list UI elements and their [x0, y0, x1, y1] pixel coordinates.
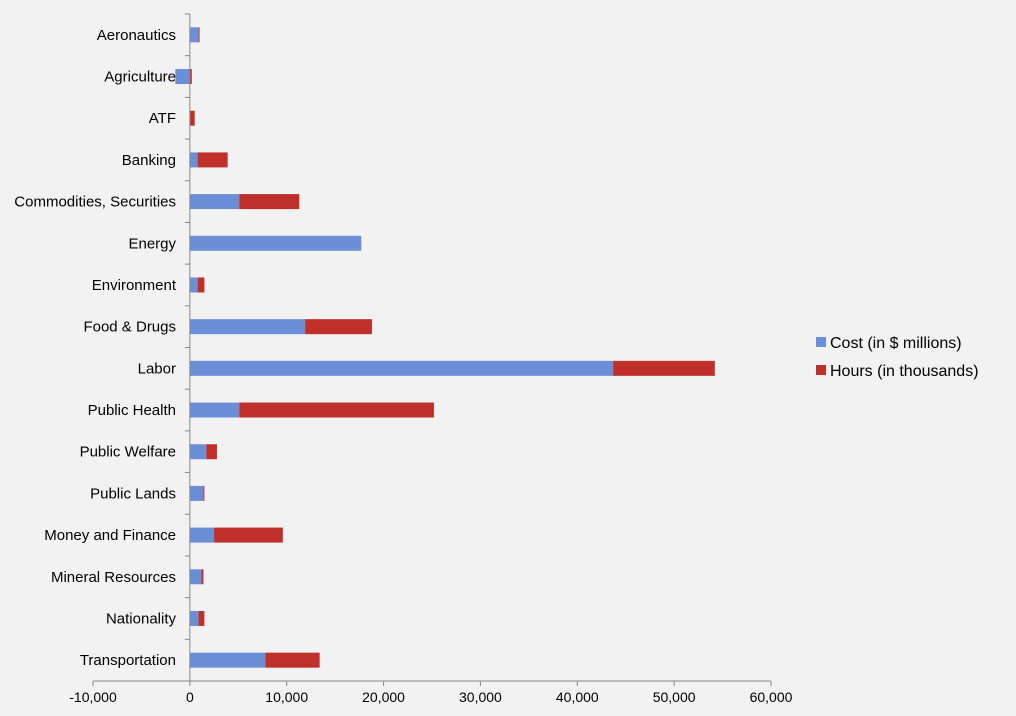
bars-layer [175, 27, 715, 668]
legend-swatch-hours [816, 365, 826, 375]
category-label: Aeronautics [97, 27, 176, 44]
bar-cost-15 [189, 652, 266, 668]
x-tick-label: 60,000 [750, 689, 793, 705]
bar-hours-0 [198, 27, 200, 43]
bar-cost-7 [189, 319, 306, 335]
category-label: Transportation [80, 652, 176, 669]
category-label: Labor [138, 360, 176, 377]
x-tick-label: 30,000 [459, 689, 502, 705]
bar-hours-10 [206, 444, 217, 460]
bar-hours-8 [613, 360, 715, 376]
bar-cost-6 [189, 277, 198, 293]
legend-label-hours: Hours (in thousands) [830, 363, 979, 380]
bar-hours-13 [201, 569, 204, 585]
bar-hours-7 [305, 319, 372, 335]
bar-cost-4 [189, 194, 240, 210]
category-label: Food & Drugs [83, 319, 176, 336]
legend-label-cost: Cost (in $ millions) [830, 335, 962, 352]
category-label: Environment [92, 277, 177, 294]
bar-hours-2 [189, 110, 195, 126]
x-tick-label: 10,000 [265, 689, 308, 705]
category-label: Public Welfare [80, 444, 176, 461]
bar-hours-6 [197, 277, 205, 293]
bar-hours-1 [189, 69, 192, 85]
bar-cost-12 [189, 527, 215, 543]
axes-layer: Aeronautics Agriculture ATF Banking Commodit… [14, 13, 793, 705]
category-label: Mineral Resources [51, 569, 176, 586]
category-label: ATF [149, 110, 176, 127]
bar-cost-0 [189, 27, 199, 43]
category-label: Commodities, Securities [14, 194, 176, 211]
bar-hours-15 [265, 652, 320, 668]
bar-cost-8 [189, 360, 614, 376]
bar-cost-10 [189, 444, 207, 460]
bar-hours-9 [239, 402, 434, 418]
bar-hours-4 [239, 194, 300, 210]
legend-swatch-cost [816, 337, 826, 347]
bar-cost-3 [189, 152, 198, 168]
bar-cost-11 [189, 485, 204, 501]
bar-cost-9 [189, 402, 240, 418]
category-label: Banking [122, 152, 176, 169]
category-label: Nationality [106, 610, 177, 627]
x-tick-label: 40,000 [556, 689, 599, 705]
bar-hours-11 [203, 485, 205, 501]
bar-cost-1 [175, 69, 190, 85]
x-tick-label: 50,000 [653, 689, 696, 705]
bar-hours-3 [197, 152, 228, 168]
category-label: Public Health [88, 402, 176, 419]
bar-cost-13 [189, 569, 202, 585]
category-label: Energy [128, 235, 176, 252]
bar-hours-12 [214, 527, 283, 543]
category-label: Money and Finance [44, 527, 176, 544]
x-tick-label: 20,000 [362, 689, 405, 705]
bar-cost-5 [189, 235, 362, 251]
x-tick-label: 0 [186, 689, 194, 705]
legend: Cost (in $ millions) Hours (in thousands) [816, 335, 979, 380]
category-label: Agriculture [104, 69, 176, 86]
bar-hours-14 [198, 610, 205, 626]
x-tick-label: -10,000 [69, 689, 117, 705]
bar-cost-14 [189, 610, 199, 626]
category-label: Public Lands [90, 485, 176, 502]
